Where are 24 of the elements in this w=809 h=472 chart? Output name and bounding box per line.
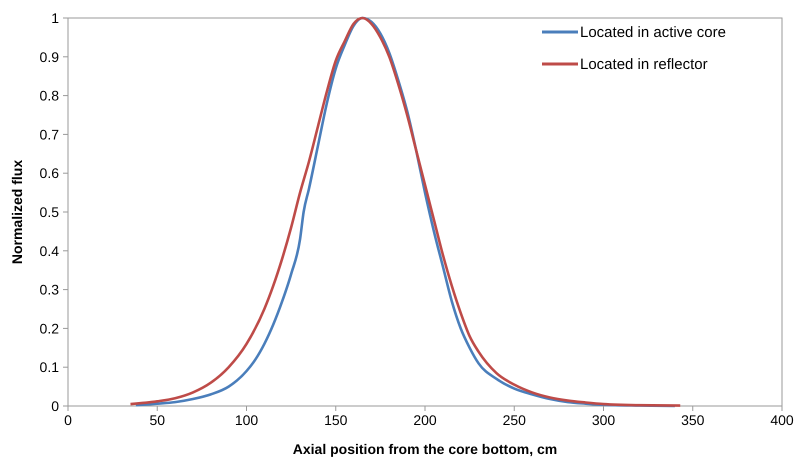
x-axis-title: Axial position from the core bottom, cm: [292, 441, 558, 457]
x-tick-label: 300: [592, 412, 616, 428]
y-tick-label: 0.1: [40, 359, 60, 376]
y-tick-label: 0.3: [40, 282, 60, 298]
y-tick-label: 1: [51, 10, 60, 26]
x-tick-label: 200: [413, 412, 437, 428]
y-tick-label: 0.7: [40, 126, 60, 142]
x-tick-label: 400: [770, 412, 794, 428]
y-tick-label: 0.6: [40, 165, 60, 182]
y-tick-label: 0.9: [40, 48, 60, 65]
y-tick-label: 0.2: [40, 320, 60, 336]
y-tick-label: 0.5: [40, 204, 60, 220]
x-tick-label: 150: [324, 412, 348, 428]
x-tick-label: 350: [681, 412, 705, 428]
x-tick-label: 50: [149, 412, 166, 428]
y-axis-title: Normalized flux: [9, 160, 25, 264]
x-tick-label: 0: [64, 412, 72, 428]
x-tick-label: 100: [234, 412, 258, 428]
y-tick-label: 0: [51, 398, 60, 414]
legend-label: Located in active core: [580, 24, 726, 41]
y-tick-label: 0.4: [40, 242, 60, 259]
y-tick-label: 0.8: [40, 88, 60, 104]
legend-label: Located in reflector: [580, 56, 708, 73]
x-tick-label: 250: [502, 412, 526, 428]
